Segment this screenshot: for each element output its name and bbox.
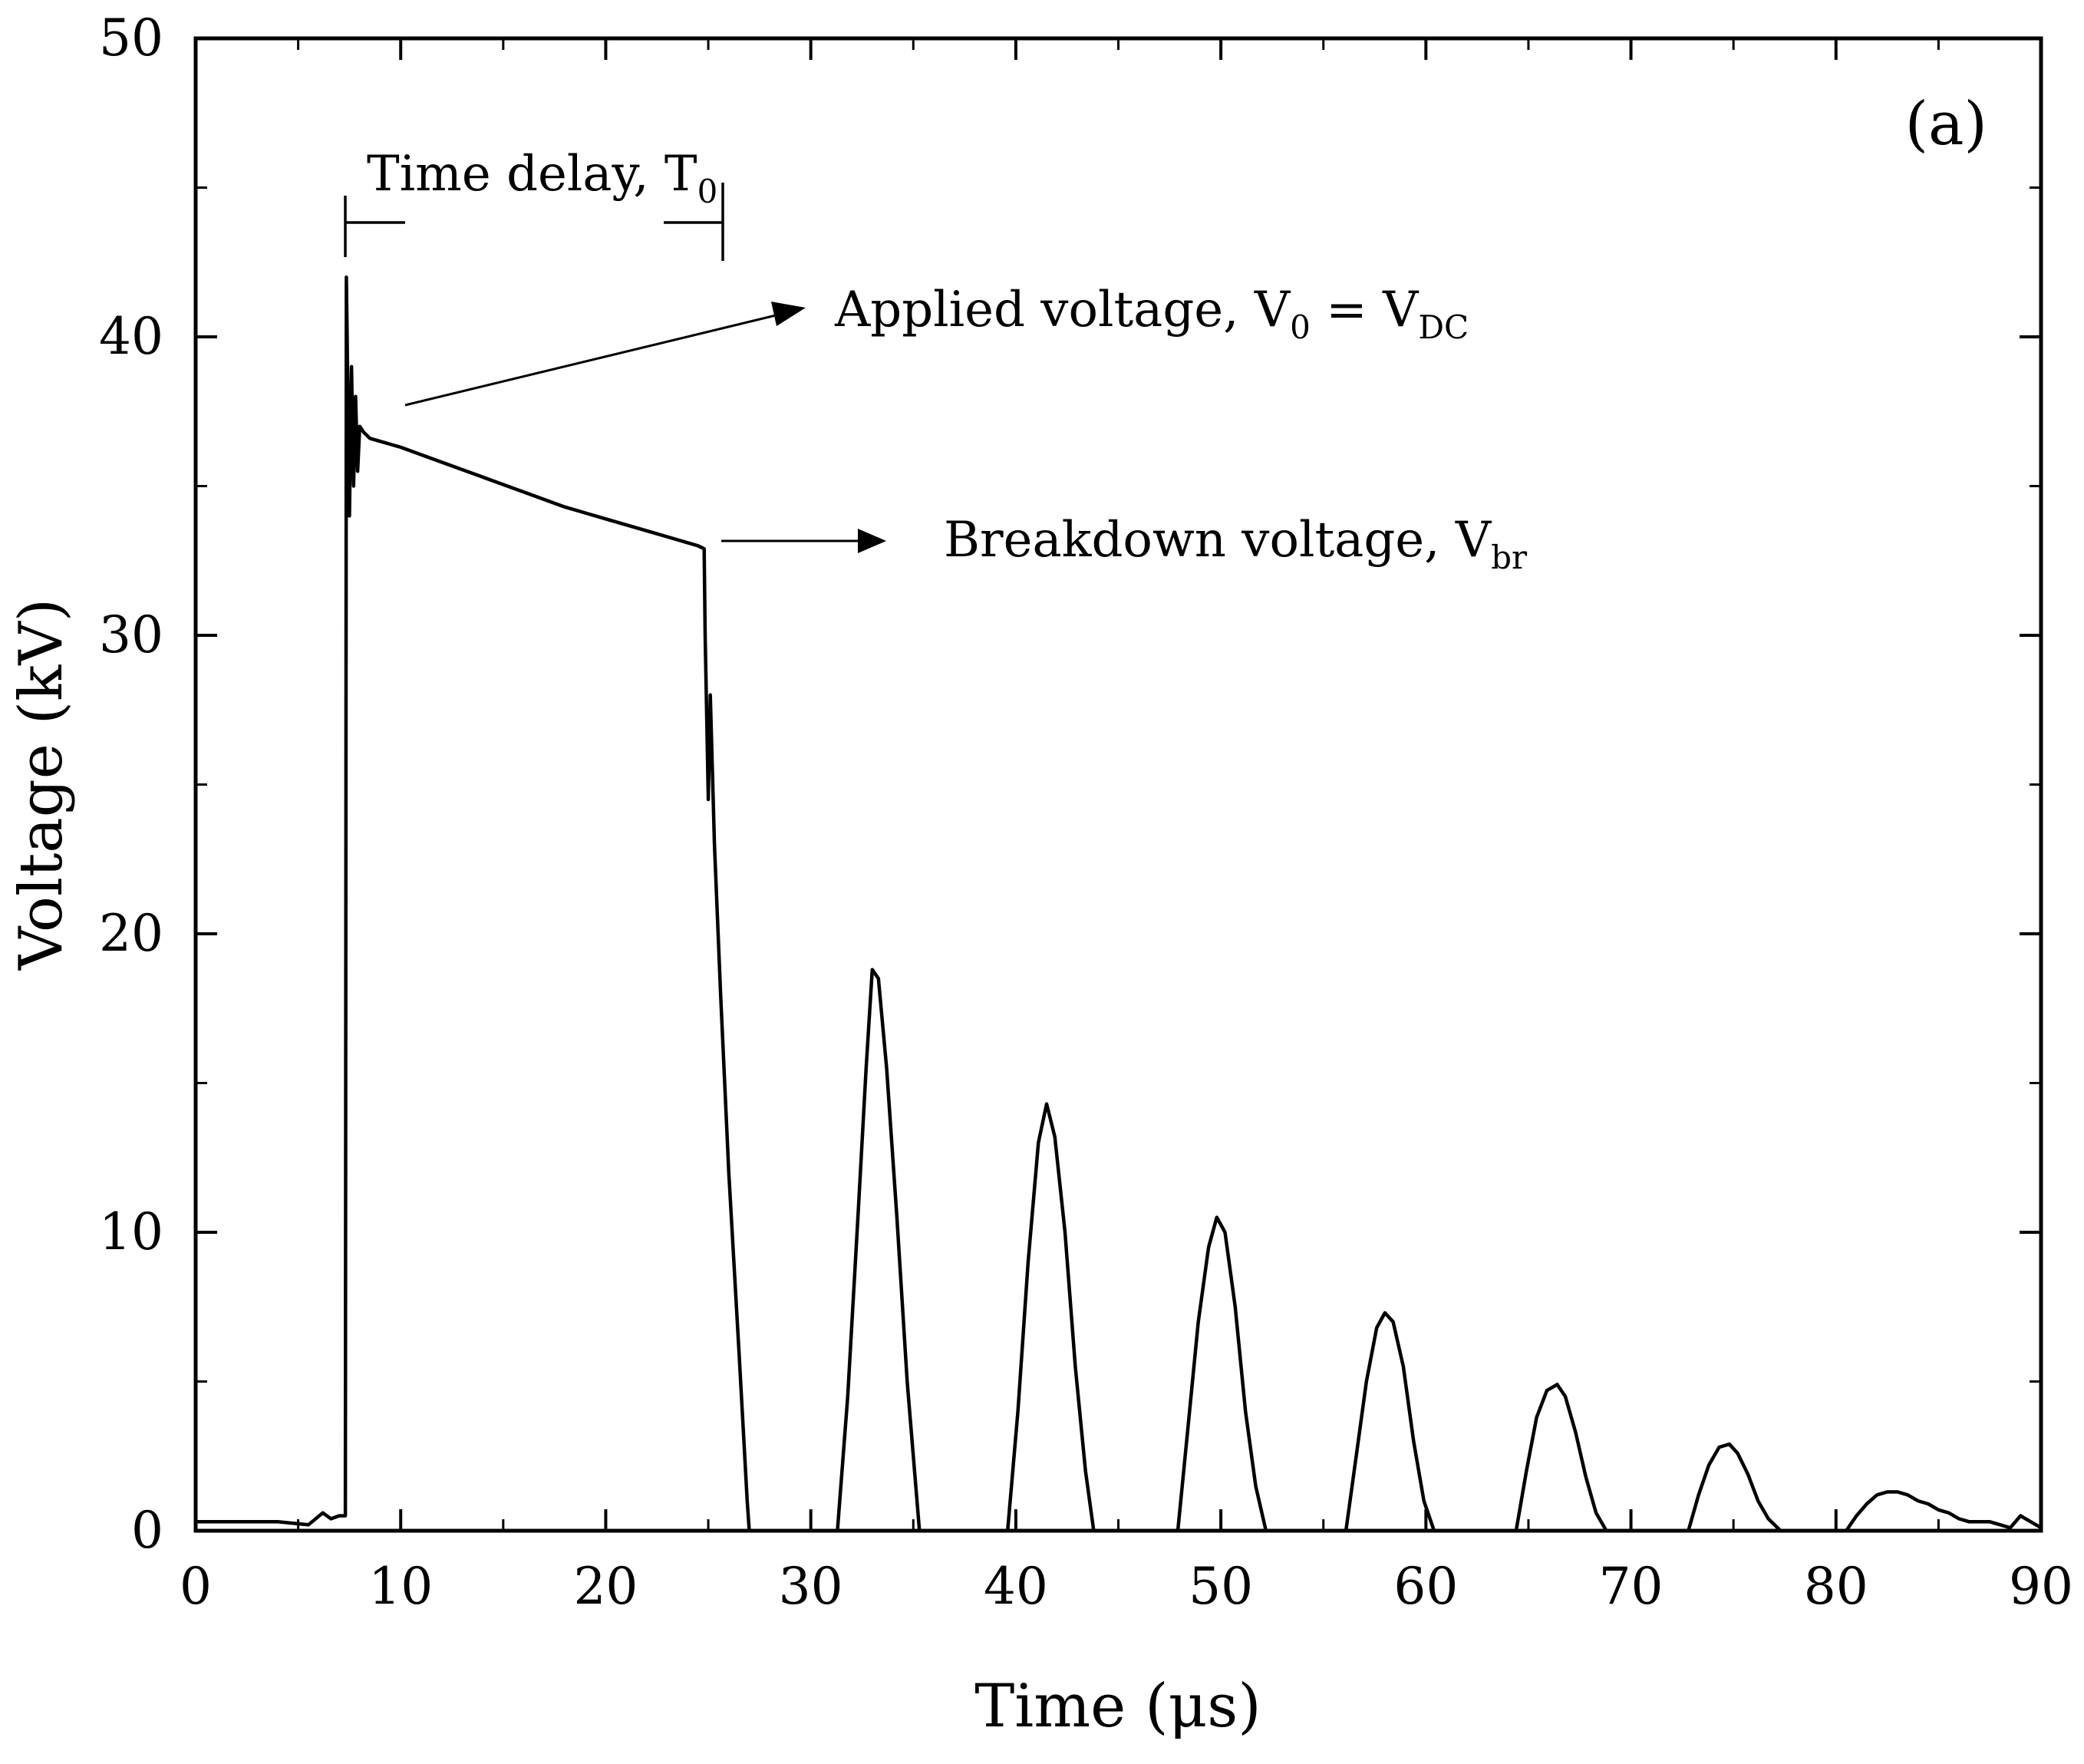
x-tick-label: 20 xyxy=(573,1557,638,1616)
x-tick-label: 80 xyxy=(1804,1557,1868,1616)
x-tick-label: 70 xyxy=(1599,1557,1664,1616)
x-tick-label: 60 xyxy=(1393,1557,1458,1616)
applied-voltage-label: Applied voltage, V0 = VDC xyxy=(834,282,1469,346)
panel-label: (a) xyxy=(1905,90,1987,159)
x-tick-label: 30 xyxy=(779,1557,843,1616)
time-delay-label: Time delay, T0 xyxy=(367,146,717,210)
x-tick-label: 50 xyxy=(1189,1557,1253,1616)
series-line-voltage xyxy=(196,275,2043,1533)
y-tick-label: 30 xyxy=(99,605,163,664)
breakdown-voltage-annotation: Breakdown voltage, Vbr xyxy=(721,512,1528,576)
x-tick-label: 0 xyxy=(180,1557,212,1616)
breakdown-voltage-arrowhead xyxy=(858,529,886,553)
breakdown-voltage-label: Breakdown voltage, Vbr xyxy=(944,512,1528,576)
applied-voltage-arrowhead xyxy=(771,302,806,326)
y-tick-label: 50 xyxy=(99,8,163,68)
time-delay-annotation: Time delay, T0 xyxy=(344,146,724,261)
y-tick-label: 10 xyxy=(99,1202,163,1261)
y-tick-label: 20 xyxy=(99,904,163,963)
applied-voltage-annotation: Applied voltage, V0 = VDC xyxy=(404,282,1469,407)
x-tick-label: 10 xyxy=(368,1557,433,1616)
y-tick-label: 0 xyxy=(131,1501,163,1560)
y-tick-label: 40 xyxy=(99,307,163,366)
axis-ticks xyxy=(194,37,2043,1532)
x-axis-title: Time (μs) xyxy=(974,1672,1261,1741)
y-axis-title: Voltage (kV) xyxy=(7,598,76,971)
applied-voltage-arrow-line xyxy=(404,313,780,407)
x-tick-label: 90 xyxy=(2009,1557,2073,1616)
x-tick-label: 40 xyxy=(984,1557,1048,1616)
tick-labels: 0 10 20 30 40 50 60 70 80 90 0 10 20 30 40 50 xyxy=(99,8,2073,1616)
